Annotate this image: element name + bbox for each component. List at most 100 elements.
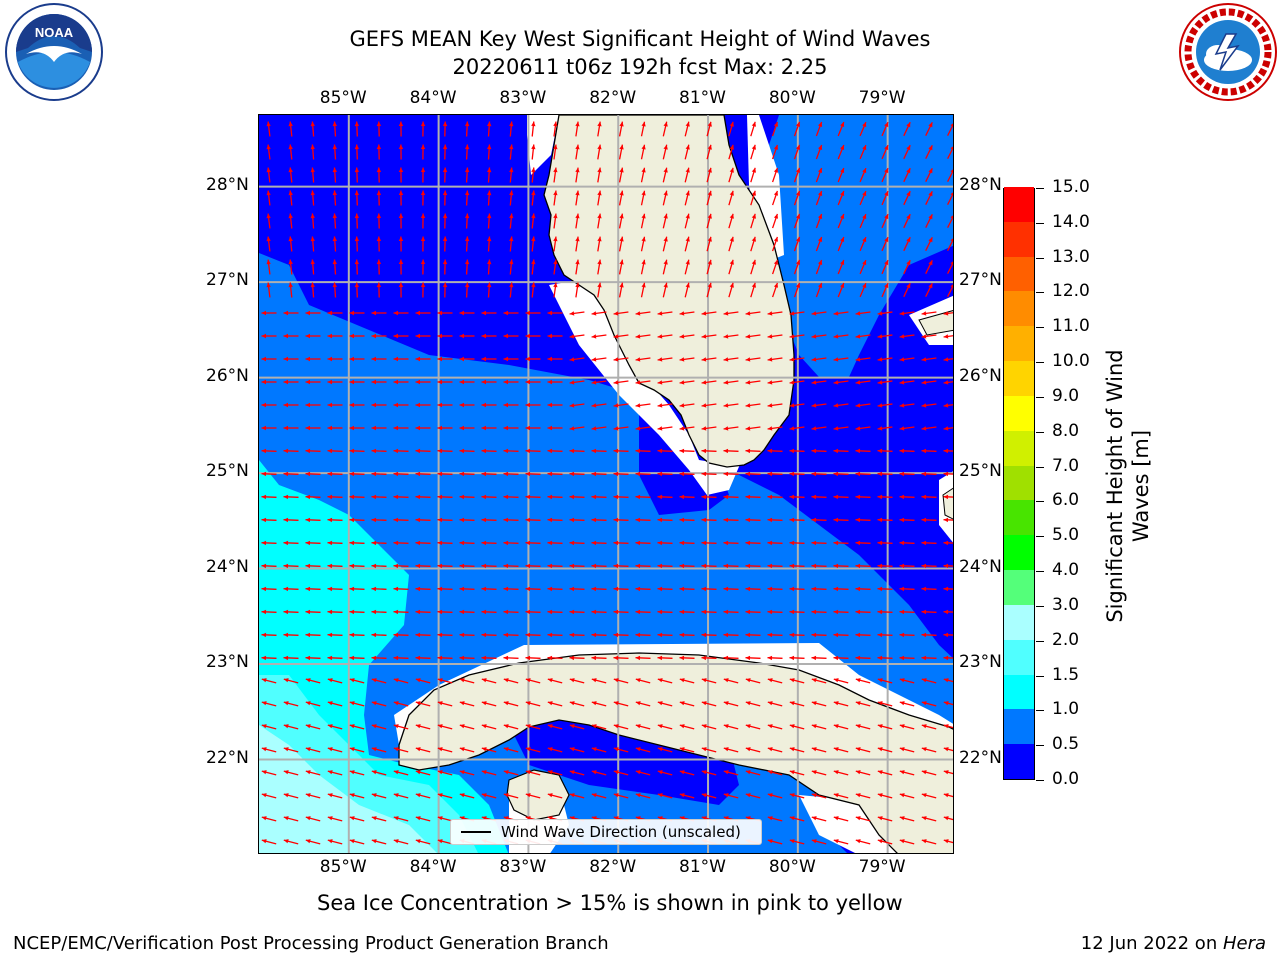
wave-arrow <box>877 517 893 523</box>
wave-arrow <box>503 494 519 500</box>
colorbar-tick-label: 6.0 <box>1052 490 1080 511</box>
wave-arrow <box>943 494 953 500</box>
wave-arrow <box>393 517 409 523</box>
wave-arrow <box>943 816 953 821</box>
colorbar-segment <box>1004 395 1034 431</box>
colorbar-tick-label: 9.0 <box>1052 385 1080 406</box>
wave-arrow <box>437 770 453 776</box>
wave-arrow <box>349 770 365 776</box>
wave-arrow <box>305 333 321 339</box>
wave-arrow <box>415 701 431 707</box>
wave-arrow <box>420 282 426 298</box>
wave-arrow <box>833 724 849 730</box>
wave-arrow <box>877 403 893 408</box>
colorbar <box>1003 187 1035 780</box>
wave-arrow <box>793 190 801 206</box>
wave-arrow <box>327 793 343 799</box>
wave-arrow <box>547 517 563 523</box>
wave-arrow <box>684 144 690 160</box>
wave-arrow <box>921 701 937 707</box>
wave-arrow <box>398 236 404 252</box>
wave-arrow <box>855 471 871 477</box>
wave-arrow <box>833 517 849 523</box>
wave-arrow <box>437 632 453 638</box>
colorbar-tick-mark <box>1036 362 1044 364</box>
wave-arrow <box>442 236 448 252</box>
wave-arrow <box>349 540 365 546</box>
footer-date-text: 12 Jun 2022 on <box>1080 933 1223 954</box>
wave-arrow <box>613 609 629 615</box>
wave-arrow <box>261 494 277 500</box>
wave-arrow <box>679 701 695 707</box>
wave-arrow <box>684 121 690 137</box>
colorbar-tick-label: 10.0 <box>1052 351 1090 372</box>
wave-arrow <box>635 357 651 362</box>
wave-arrow <box>393 609 409 615</box>
wave-arrow <box>855 380 871 385</box>
wave-arrow <box>442 282 448 298</box>
wave-arrow <box>855 770 871 776</box>
wave-arrow <box>855 816 871 822</box>
wave-arrow <box>569 403 585 408</box>
wave-arrow <box>723 494 739 500</box>
wave-arrow <box>503 471 519 477</box>
wave-arrow <box>261 609 277 615</box>
wave-arrow <box>376 259 382 275</box>
wave-arrow <box>393 632 409 638</box>
wave-arrow <box>618 282 624 298</box>
wave-arrow <box>288 167 293 183</box>
wave-arrow <box>591 701 607 707</box>
wave-arrow <box>767 448 783 454</box>
wave-arrow <box>393 379 409 385</box>
wave-arrow <box>613 426 629 431</box>
wave-arrow <box>305 448 321 454</box>
wave-arrow <box>706 213 712 229</box>
wave-arrow <box>525 655 541 661</box>
wave-arrow <box>547 793 563 799</box>
wave-arrow <box>266 121 271 137</box>
wave-arrow <box>613 678 629 684</box>
lon-tick-label: 85°W <box>319 857 367 877</box>
wave-arrow <box>657 770 673 776</box>
footer-branch: NCEP/EMC/Verification Post Processing Pr… <box>13 933 609 954</box>
colorbar-segment <box>1004 256 1034 292</box>
wave-arrow <box>921 517 937 523</box>
wave-arrow <box>723 517 739 523</box>
wave-arrow <box>310 190 315 206</box>
wave-arrow <box>437 747 453 753</box>
wave-arrow <box>771 190 779 206</box>
wave-arrow <box>553 259 558 275</box>
wave-arrow <box>481 402 497 408</box>
wave-arrow <box>569 655 585 661</box>
wave-arrow <box>349 655 365 661</box>
wave-arrow <box>662 259 668 275</box>
wave-arrow <box>481 540 497 546</box>
wave-arrow <box>459 724 475 730</box>
wave-arrow <box>575 259 580 275</box>
wave-arrow <box>943 471 953 477</box>
wave-arrow <box>487 121 492 137</box>
wave-arrow <box>459 563 475 569</box>
wave-arrow <box>393 494 409 500</box>
wave-arrow <box>327 724 343 730</box>
wave-arrow <box>349 356 365 362</box>
wave-arrow <box>793 144 801 160</box>
wave-arrow <box>569 793 585 799</box>
wave-arrow <box>789 448 805 454</box>
wave-arrow <box>288 190 293 206</box>
wave-arrow <box>640 282 646 298</box>
wave-arrow <box>706 121 712 137</box>
wave-arrow <box>591 540 607 546</box>
wave-arrow <box>261 770 277 776</box>
wave-arrow <box>657 311 673 316</box>
wave-arrow <box>679 448 695 454</box>
wave-arrow <box>947 123 953 136</box>
colorbar-tick-mark <box>1036 501 1044 503</box>
wave-arrow <box>701 311 717 316</box>
wave-arrow <box>487 213 492 229</box>
wave-arrow <box>327 770 343 776</box>
wave-arrow <box>591 380 607 385</box>
wave-arrow <box>855 632 871 638</box>
wave-arrow <box>679 770 695 776</box>
wave-arrow <box>283 655 299 661</box>
